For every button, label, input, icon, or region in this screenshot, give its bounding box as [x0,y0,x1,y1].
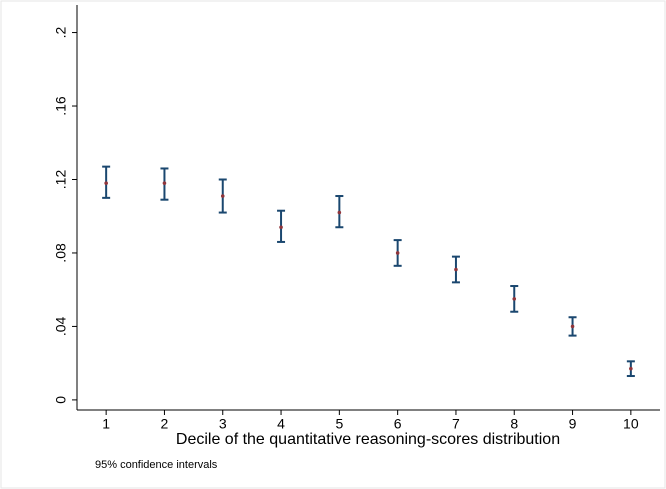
point [570,324,575,329]
note: 95% confidence intervals [95,459,218,471]
point [629,366,633,371]
x-tick-label: 1 [102,416,110,432]
point [220,194,225,198]
point [337,210,342,215]
y-tick-label: .12 [53,170,69,190]
y-tick-label: .2 [53,27,69,39]
y-tick-label: .08 [53,243,69,263]
x-tick-label: 6 [394,416,402,432]
x-tick-label: 10 [623,416,639,432]
y-tick-label: .16 [53,96,69,116]
point [512,297,517,301]
x-tick-label: 7 [452,416,460,432]
point [279,225,283,230]
x-tick-label: 2 [161,416,169,432]
x-tick-label: 8 [510,416,518,432]
y-tick-label: 0 [53,396,69,404]
x-tick-label: 3 [219,416,227,432]
y-tick-label: .04 [53,316,69,336]
point [104,181,108,185]
x-tick-label: 5 [335,416,343,432]
x-tick-label: 9 [569,416,577,432]
x-tick-label: 4 [277,416,285,432]
point [454,267,458,272]
point [395,251,400,255]
x-axis-title: Decile of the quantitative reasoning-sco… [176,431,560,448]
point [162,181,167,185]
